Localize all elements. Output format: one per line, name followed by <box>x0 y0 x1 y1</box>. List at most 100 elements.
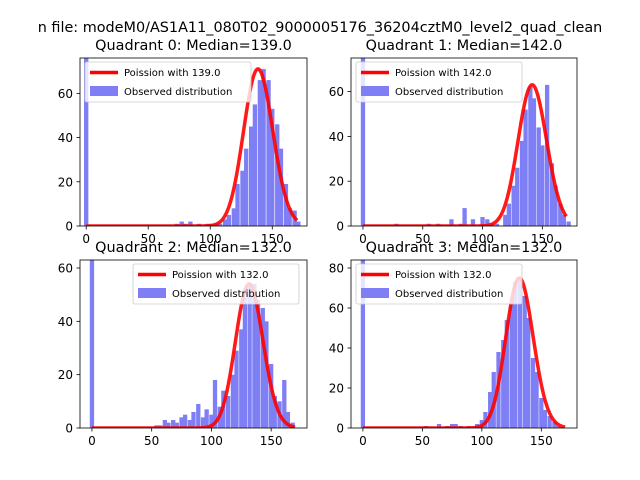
histogram-bar <box>296 221 301 226</box>
panel-title: Quadrant 3: Median=132.0 <box>366 240 563 256</box>
histogram-bar <box>534 372 539 428</box>
histogram-bar <box>462 208 467 226</box>
histogram-bar <box>196 404 201 428</box>
histogram-bar <box>225 396 231 428</box>
poisson-curve <box>85 67 299 226</box>
x-tick-label: 150 <box>531 232 554 246</box>
histogram-bar <box>494 223 500 226</box>
histogram-bar <box>285 412 291 428</box>
histogram-bar <box>230 374 236 428</box>
histogram-bar <box>162 420 167 428</box>
histogram-bar <box>187 420 193 428</box>
legend: Poission with 139.0 Observed distribution <box>84 61 252 103</box>
histogram-bar <box>231 208 236 226</box>
y-tick-label: 20 <box>58 175 73 189</box>
y-tick-label: 0 <box>336 220 344 234</box>
histogram-bar <box>526 318 531 428</box>
histogram-bar <box>485 219 490 226</box>
x-tick-label: 100 <box>470 434 493 448</box>
histogram-bar <box>283 184 289 226</box>
figure-title: n file: modeM0/AS1A11_080T02_9000005176_… <box>38 20 603 36</box>
y-tick-label: 60 <box>329 85 344 99</box>
histogram-bar <box>261 69 266 226</box>
legend-observed-swatch <box>138 288 166 298</box>
legend-box <box>132 263 300 305</box>
histogram-bar <box>269 364 274 428</box>
histogram-bar <box>544 84 550 226</box>
panel-title: Quadrant 0: Median=139.0 <box>95 38 292 54</box>
histogram-bar <box>539 398 544 428</box>
histogram-bar <box>530 358 536 428</box>
histogram-bar <box>360 260 366 428</box>
quadrant-panel-1: 0 50 100 150 0 20 40 60 Quadrant 1: Median=142.0… <box>329 38 578 246</box>
legend-observed-label: Observed distribution <box>395 87 503 98</box>
histogram-bar <box>249 126 254 226</box>
histogram-bar <box>191 412 196 428</box>
histogram-bar <box>200 417 206 428</box>
x-tick-label: 150 <box>530 434 553 448</box>
histogram-bar <box>515 167 520 226</box>
legend-box <box>355 61 523 103</box>
y-tick-label: 60 <box>329 302 344 316</box>
histogram-bar <box>278 148 284 226</box>
x-tick-label: 100 <box>199 232 222 246</box>
histogram-bar <box>536 127 541 226</box>
histogram-bar <box>547 416 552 428</box>
histogram-bar <box>540 145 545 226</box>
histogram-bar <box>89 260 95 428</box>
y-tick-label: 20 <box>329 175 344 189</box>
histogram-bar <box>282 380 287 428</box>
histogram-bar <box>171 420 176 428</box>
plot-area <box>89 260 296 428</box>
quadrant-panel-3: 0 50 100 150 0 20 40 60 80 Quadrant 3: Median=132… <box>329 240 578 448</box>
y-tick-label: 20 <box>329 382 344 396</box>
histogram-bar <box>503 214 508 226</box>
histogram-bar <box>257 80 263 226</box>
histogram-bar <box>528 87 533 226</box>
legend: Poission with 132.0 Observed distribution <box>355 263 523 305</box>
legend-observed-label: Observed distribution <box>124 87 232 98</box>
y-tick-label: 40 <box>58 315 73 329</box>
histogram-bar <box>212 380 218 428</box>
histogram-bar <box>240 170 245 226</box>
histogram-bar <box>179 417 184 428</box>
x-tick-label: 50 <box>415 232 430 246</box>
legend-box <box>84 61 252 103</box>
x-tick-label: 50 <box>415 434 430 448</box>
histogram-bar <box>558 203 563 226</box>
histogram-bar <box>449 424 455 428</box>
histogram-bar <box>480 217 485 226</box>
panel-title: Quadrant 1: Median=142.0 <box>366 38 563 54</box>
histogram-bar <box>517 278 523 428</box>
histogram-bar <box>242 297 248 428</box>
histogram-bar <box>188 221 193 226</box>
x-tick-label: 100 <box>471 232 494 246</box>
y-tick-label: 40 <box>58 131 73 145</box>
histogram-bar <box>255 300 261 428</box>
histogram-bar <box>182 414 188 428</box>
histogram-bar <box>235 184 240 226</box>
quadrant-panel-2: 0 50 100 150 0 20 40 60 Quadrant 2: Median=132.0… <box>58 240 308 448</box>
histogram-bar <box>449 219 454 226</box>
x-tick-label: 150 <box>260 434 283 448</box>
histogram-bar <box>555 426 561 428</box>
histogram-bar <box>234 350 239 428</box>
y-tick-label: 20 <box>58 368 73 382</box>
histogram-bar <box>436 424 442 428</box>
histogram-bar <box>542 410 548 428</box>
y-tick-label: 40 <box>329 342 344 356</box>
histogram-bar <box>270 108 275 226</box>
x-tick-label: 0 <box>88 434 96 448</box>
histogram-bar <box>166 422 171 428</box>
y-tick-label: 60 <box>58 262 73 276</box>
x-tick-label: 0 <box>359 434 367 448</box>
histogram-bar <box>511 185 516 226</box>
axes-frame <box>79 259 308 429</box>
legend-observed-swatch <box>361 86 389 96</box>
poisson-curve <box>362 83 568 226</box>
histogram-bar <box>275 124 280 226</box>
histogram-bar <box>504 320 509 428</box>
x-tick-label: 50 <box>141 232 156 246</box>
y-tick-label: 80 <box>329 262 344 276</box>
histogram-bar <box>179 221 184 226</box>
